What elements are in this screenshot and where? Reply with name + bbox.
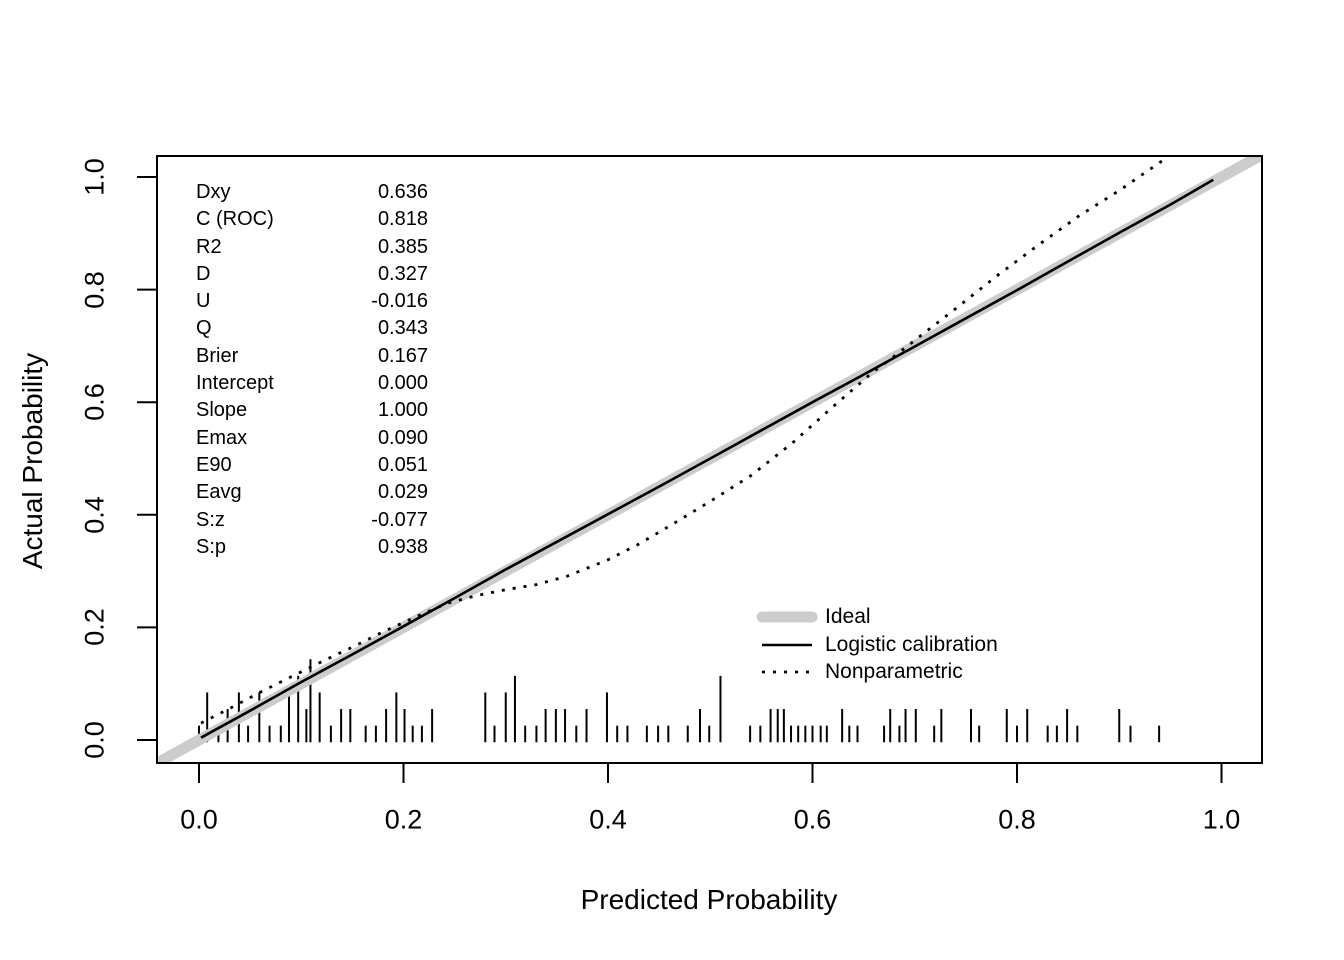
legend-label-nonparametric: Nonparametric	[825, 660, 963, 683]
y-tick-label-0.2: 0.2	[79, 608, 110, 647]
stat-row-s-z: S:z -0.077	[196, 507, 428, 534]
stat-label: Intercept	[196, 372, 274, 395]
stat-row-dxy: Dxy 0.636	[196, 179, 428, 206]
series-nonparametric	[200, 158, 1164, 725]
stat-value: 0.818	[377, 208, 428, 231]
x-axis-title: Predicted Probability	[580, 884, 838, 915]
plot-border	[156, 155, 1263, 764]
stat-row-s-p: S:p 0.938	[196, 534, 428, 561]
x-tick-label-0.2: 0.2	[384, 804, 423, 835]
stat-row-u: U -0.016	[196, 288, 428, 315]
x-tick-label-0.4: 0.4	[589, 804, 627, 835]
stat-label: S:p	[196, 535, 227, 558]
stat-value: 0.385	[377, 235, 428, 258]
stat-value: 0.029	[377, 481, 428, 504]
stat-row-slope: Slope 1.000	[196, 397, 428, 424]
stat-label: S:z	[196, 508, 225, 531]
legend-label-ideal: Ideal	[825, 605, 871, 628]
stat-row-e90: E90 0.051	[196, 452, 428, 479]
stat-label: C (ROC)	[196, 208, 274, 231]
stat-row-emax: Emax 0.090	[196, 425, 428, 452]
stat-label: Eavg	[196, 481, 242, 504]
stat-label: U	[196, 290, 211, 313]
x-tick-label-0.8: 0.8	[998, 804, 1036, 835]
stat-value: -0.016	[371, 290, 428, 313]
series-logistic-calibration	[200, 178, 1214, 739]
stat-label: Emax	[196, 426, 248, 449]
y-tick-label-0.4: 0.4	[79, 496, 110, 534]
stat-label: R2	[196, 235, 222, 258]
y-tick-label-0.6: 0.6	[79, 383, 110, 421]
stat-row-eavg: Eavg 0.029	[196, 479, 428, 506]
y-axis-title: Actual Probability	[17, 352, 48, 570]
stat-row-c-roc-: C (ROC) 0.818	[196, 206, 428, 233]
x-tick-label-0.6: 0.6	[793, 804, 832, 835]
stat-value: 0.327	[377, 262, 428, 285]
stat-row-r2: R2 0.385	[196, 234, 428, 261]
stat-row-intercept: Intercept 0.000	[196, 370, 428, 397]
y-tick-label-0.8: 0.8	[79, 270, 110, 309]
stat-value: 0.051	[377, 453, 428, 476]
stat-label: Q	[196, 317, 212, 340]
stat-value: 0.090	[377, 426, 428, 449]
stat-value: 1.000	[377, 399, 428, 422]
stat-label: Slope	[196, 399, 248, 422]
stat-value: 0.343	[377, 317, 428, 340]
stat-label: Dxy	[196, 181, 231, 203]
stat-value: 0.167	[377, 344, 428, 367]
stat-row-d: D 0.327	[196, 261, 428, 288]
x-tick-label-0.0: 0.0	[180, 804, 218, 835]
validation-stats-block: Dxy 0.636 C (ROC) 0.818 R2 0.385 D 0.327 U -0.016…	[196, 179, 428, 561]
stat-value: 0.938	[377, 535, 428, 558]
stat-value: 0.636	[377, 181, 428, 203]
stat-label: E90	[196, 453, 232, 476]
x-tick-label-1.0: 1.0	[1202, 804, 1241, 835]
stat-value: 0.000	[377, 372, 428, 395]
legend-label-logistic-calibration: Logistic calibration	[825, 633, 998, 656]
stat-label: Brier	[196, 344, 239, 367]
stat-value: -0.077	[371, 508, 428, 531]
y-tick-label-0.0: 0.0	[79, 721, 110, 759]
stat-row-q: Q 0.343	[196, 315, 428, 342]
stat-label: D	[196, 262, 211, 285]
y-tick-label-1.0: 1.0	[79, 158, 110, 196]
stat-row-brier: Brier 0.167	[196, 343, 428, 370]
